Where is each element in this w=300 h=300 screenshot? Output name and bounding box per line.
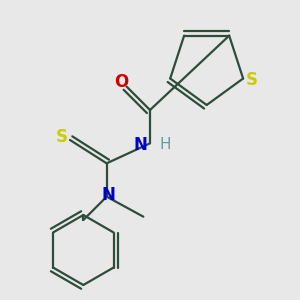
Text: N: N [101, 186, 115, 204]
Text: S: S [56, 128, 68, 146]
Text: H: H [159, 137, 171, 152]
Text: O: O [115, 73, 129, 91]
Text: N: N [133, 136, 147, 154]
Text: S: S [245, 71, 257, 89]
